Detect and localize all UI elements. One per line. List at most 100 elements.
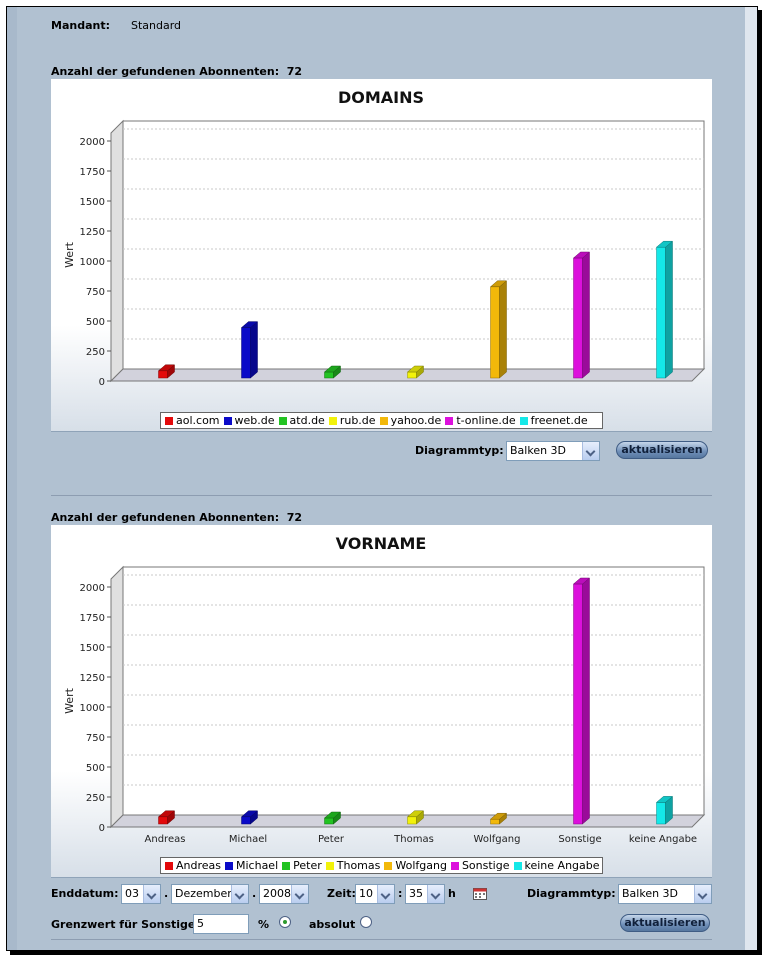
month-select[interactable]: Dezember [171, 884, 249, 904]
legend-swatch [223, 417, 232, 425]
grenzwert-input[interactable]: 5 [193, 914, 249, 934]
bar-side [582, 251, 590, 379]
bar-front [407, 371, 417, 379]
bar-front [324, 371, 334, 379]
y-tick-label: 0 [99, 823, 105, 834]
bar-1 [157, 810, 176, 825]
legend-swatch [165, 862, 173, 870]
chevron-down-icon[interactable] [143, 885, 160, 903]
y-tick-label: 250 [86, 793, 105, 804]
hour-select[interactable]: 10 [355, 884, 395, 904]
divider-1 [51, 495, 712, 496]
month-select-value: Dezember [175, 887, 232, 900]
bar-4 [406, 810, 425, 825]
y-tick-label: 2000 [80, 137, 105, 148]
legend-label: Thomas [336, 859, 381, 872]
bar-top [655, 796, 674, 803]
legend-label: keine Angabe [524, 859, 600, 872]
refresh-button-2[interactable]: aktualisieren [620, 914, 710, 932]
bar-side [499, 280, 507, 379]
bar-front [573, 257, 583, 379]
bar-side [582, 577, 590, 825]
chevron-down-icon[interactable] [377, 885, 394, 903]
bar-top [406, 365, 425, 373]
diagrammtyp-select-2[interactable]: Balken 3D [618, 884, 712, 904]
legend-swatch [384, 862, 393, 870]
bar-top [157, 364, 176, 372]
hour-select-value: 10 [359, 887, 373, 900]
legend-label: rub.de [339, 414, 376, 427]
legend-item: t-online.de [441, 413, 516, 428]
legend-label: Peter [293, 859, 322, 872]
chart-back-wall [122, 566, 705, 816]
y-tick-label: 2000 [80, 583, 105, 594]
chevron-down-icon[interactable] [582, 442, 599, 460]
enddatum-label: Enddatum: [51, 887, 119, 900]
chevron-down-icon[interactable] [694, 885, 711, 903]
legend-swatch [165, 417, 173, 425]
diagrammtyp-select-1[interactable]: Balken 3D [506, 441, 600, 461]
time-separator: : [398, 887, 403, 900]
domains-chart-svg: DOMAINS 0 250 500 750 1000 1250 1500 1750 2000 Wer… [63, 88, 706, 388]
y-tick-label: 1750 [80, 613, 105, 624]
bar-top [240, 321, 259, 328]
day-select[interactable]: 03 [121, 884, 161, 904]
legend-label: Michael [236, 859, 279, 872]
bar-top [323, 811, 342, 819]
bar-7 [655, 240, 674, 379]
bar-front [158, 816, 168, 825]
diagrammtyp-select-2-value: Balken 3D [622, 887, 679, 900]
percent-radio[interactable] [279, 916, 291, 928]
absolut-radio[interactable] [360, 916, 372, 928]
legend-item: keine Angabe [510, 858, 600, 873]
chart-title: VORNAME [336, 534, 427, 553]
legend-label: Sonstige [461, 859, 510, 872]
minute-select[interactable]: 35 [405, 884, 445, 904]
chevron-down-icon[interactable] [291, 885, 308, 903]
legend-label: t-online.de [456, 414, 516, 427]
legend-swatch [450, 862, 459, 870]
bar-top [323, 365, 342, 373]
bar-7 [655, 795, 674, 825]
bar-3 [323, 811, 342, 825]
calendar-icon[interactable] [473, 887, 487, 900]
bar-6 [572, 251, 591, 379]
legend-item: atd.de [275, 413, 325, 428]
chevron-down-icon[interactable] [427, 885, 444, 903]
legend-swatch [325, 862, 334, 870]
chart-back-wall [122, 120, 705, 370]
date-separator: . [252, 887, 257, 900]
bar-top [572, 577, 591, 585]
vorname-chart-svg: VORNAME 0 250 500 750 1000 1250 1500 1750 2000 Wer… [63, 534, 706, 845]
bar-top [406, 810, 425, 818]
legend-label: atd.de [289, 414, 325, 427]
legend-item: Sonstige [447, 858, 510, 873]
subscriber-count-label-1: Anzahl der gefundenen Abonnenten: 72 [51, 65, 303, 78]
vorname-chart: VORNAME 0 250 500 750 1000 1250 1500 1750 2000 Wer… [51, 525, 712, 878]
refresh-button-1[interactable]: aktualisieren [616, 441, 708, 459]
day-select-value: 03 [125, 887, 139, 900]
bar-2 [240, 810, 259, 825]
legend-swatch [379, 417, 388, 425]
main-panel: Mandant: Standard Anzahl der gefundenen … [6, 6, 758, 951]
bar-front [656, 802, 666, 825]
x-tick-label: Thomas [393, 834, 434, 845]
diagrammtyp-select-1-value: Balken 3D [510, 444, 567, 457]
percent-label: % [258, 918, 270, 931]
bar-front [241, 327, 251, 379]
legend-label: yahoo.de [390, 414, 442, 427]
y-tick-label: 500 [86, 317, 105, 328]
y-tick-label: 1750 [80, 167, 105, 178]
chevron-down-icon[interactable] [231, 885, 248, 903]
bar-3 [323, 365, 342, 379]
chart-title: DOMAINS [338, 88, 424, 107]
y-tick-label: 750 [86, 733, 105, 744]
subscriber-count-value-1: 72 [286, 65, 303, 78]
legend-item: freenet.de [516, 413, 588, 428]
date-separator: . [164, 887, 169, 900]
legend-swatch [445, 417, 454, 425]
year-select[interactable]: 2008 [259, 884, 309, 904]
bar-top [240, 810, 259, 818]
bar-front [324, 817, 334, 825]
legend-item: Peter [278, 858, 322, 873]
